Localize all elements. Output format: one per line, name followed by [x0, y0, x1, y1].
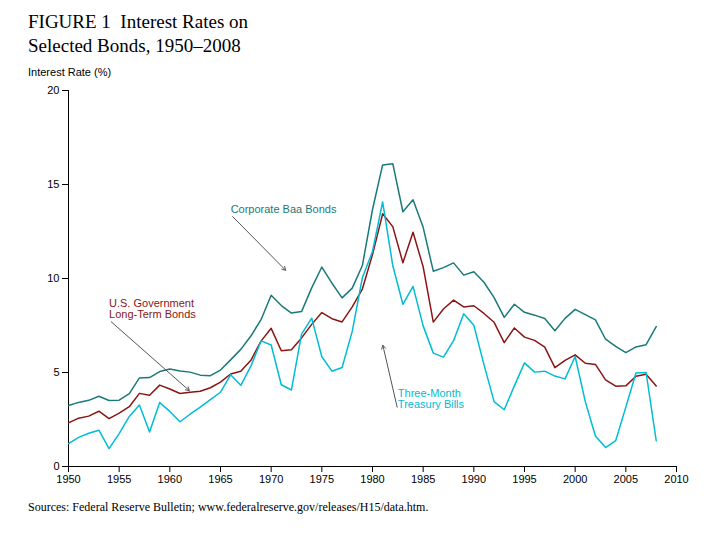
html-text:Sources: Federal Reserve Bulle: Sources: Federal Reserve Bulletin; www.f…	[28, 500, 429, 514]
html-text:Selected Bonds, 1950–2008: Selected Bonds, 1950–2008	[28, 35, 241, 56]
html-text:FIGURE 1 Interest Rates on: FIGURE 1 Interest Rates on	[28, 11, 249, 32]
svg-text:1980: 1980	[360, 473, 384, 485]
svg-text:U.S. GovernmentLong-Term Bonds: U.S. GovernmentLong-Term Bonds	[109, 297, 196, 320]
svg-text:20: 20	[47, 84, 59, 96]
svg-text:1990: 1990	[462, 473, 486, 485]
svg-text:Corporate Baa Bonds: Corporate Baa Bonds	[231, 203, 337, 215]
svg-text:Three-MonthTreasury Bills: Three-MonthTreasury Bills	[398, 387, 465, 410]
svg-text:1960: 1960	[158, 473, 182, 485]
svg-text:1965: 1965	[208, 473, 232, 485]
svg-text:1985: 1985	[411, 473, 435, 485]
svg-text:0: 0	[53, 460, 59, 472]
svg-text:15: 15	[47, 178, 59, 190]
svg-text:1995: 1995	[512, 473, 536, 485]
svg-text:1950: 1950	[56, 473, 80, 485]
html-text:Interest Rate (%): Interest Rate (%)	[28, 66, 112, 78]
svg-text:5: 5	[53, 366, 59, 378]
svg-text:2005: 2005	[614, 473, 638, 485]
svg-text:10: 10	[47, 272, 59, 284]
svg-text:2010: 2010	[664, 473, 688, 485]
svg-text:1975: 1975	[310, 473, 334, 485]
svg-text:1970: 1970	[259, 473, 283, 485]
svg-text:1955: 1955	[107, 473, 131, 485]
svg-text:2000: 2000	[563, 473, 587, 485]
